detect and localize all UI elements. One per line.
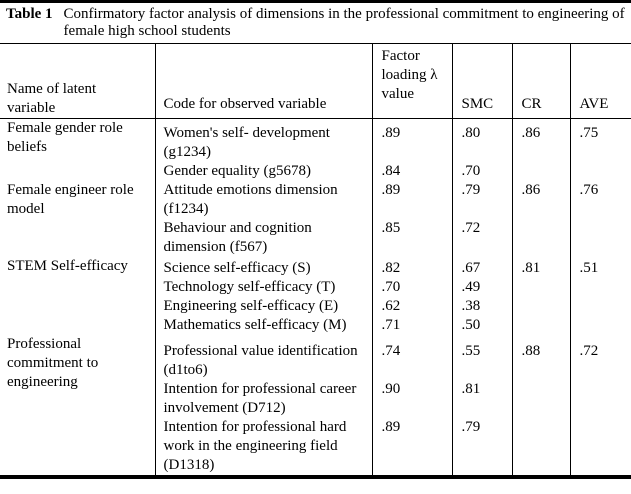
loading-value: .84 xyxy=(371,162,452,181)
smc-value: .79 xyxy=(451,181,512,219)
observed-cell: Professional value identification (d1to6… xyxy=(154,335,372,380)
table-number: Table 1 xyxy=(6,6,53,22)
cr-value: .86 xyxy=(511,181,570,219)
smc-value: .81 xyxy=(451,380,512,418)
latent-cell: Female gender role beliefs xyxy=(7,120,123,155)
header-latent-variable: Name of latent variable xyxy=(0,43,155,119)
observed-cell: Technology self-efficacy (T) xyxy=(154,278,372,297)
loading-value: .85 xyxy=(371,219,452,257)
loading-value: .70 xyxy=(371,278,452,297)
table-row: Engineering self-efficacy (E) .62 .38 xyxy=(0,297,631,316)
cr-value xyxy=(511,278,570,297)
ave-value xyxy=(569,162,631,181)
ave-value xyxy=(569,297,631,316)
loading-value: .74 xyxy=(371,335,452,380)
table-row: Technology self-efficacy (T) .70 .49 xyxy=(0,278,631,297)
smc-value: .72 xyxy=(451,219,512,257)
table-caption: Table 1 Confirmatory factor analysis of … xyxy=(0,3,631,43)
cr-value xyxy=(511,297,570,316)
ave-value xyxy=(569,380,631,418)
loading-value: .62 xyxy=(371,297,452,316)
observed-cell: Mathematics self-efficacy (M) xyxy=(154,316,372,335)
smc-value: .49 xyxy=(451,278,512,297)
latent-cell: Female engineer role model xyxy=(7,182,134,217)
ave-value: .51 xyxy=(569,257,631,278)
header-cr: CR xyxy=(511,43,570,119)
table-row: Behaviour and cognition dimension (f567)… xyxy=(0,219,631,257)
table-top-rule xyxy=(0,0,631,3)
header-factor-loading: Factor loading λ value xyxy=(371,43,452,119)
cfa-table: Name of latent variable Code for observe… xyxy=(0,43,631,479)
table-row: Mathematics self-efficacy (M) .71 .50 xyxy=(0,316,631,335)
ave-value xyxy=(569,278,631,297)
observed-cell: Women's self- development (g1234) xyxy=(154,118,372,162)
table-row: Intention for professional career involv… xyxy=(0,380,631,418)
smc-value: .80 xyxy=(451,118,512,162)
table-row: Professional commitment to engineering P… xyxy=(0,335,631,390)
smc-value: .79 xyxy=(451,418,512,477)
ave-value xyxy=(569,219,631,257)
ave-value xyxy=(569,418,631,477)
table-title: Confirmatory factor analysis of dimensio… xyxy=(63,6,625,39)
observed-cell: Attitude emotions dimension (f1234) xyxy=(154,181,372,219)
header-observed-variable: Code for observed variable xyxy=(154,43,372,119)
ave-value: .75 xyxy=(569,118,631,162)
loading-value: .89 xyxy=(371,418,452,477)
latent-cell: Professional commitment to engineering xyxy=(7,336,99,390)
table-row: Female gender role beliefs Women's self-… xyxy=(0,118,631,162)
cr-value xyxy=(511,380,570,418)
cr-value: .81 xyxy=(511,257,570,278)
observed-cell: Engineering self-efficacy (E) xyxy=(154,297,372,316)
table-row: Female engineer role model Attitude emot… xyxy=(0,181,631,219)
loading-value: .89 xyxy=(371,118,452,162)
smc-value: .55 xyxy=(451,335,512,380)
loading-value: .90 xyxy=(371,380,452,418)
smc-value: .50 xyxy=(451,316,512,335)
cr-value xyxy=(511,418,570,477)
cr-value xyxy=(511,162,570,181)
loading-value: .89 xyxy=(371,181,452,219)
table-row: Gender equality (g5678) .84 .70 xyxy=(0,162,631,181)
observed-cell: Gender equality (g5678) xyxy=(154,162,372,181)
loading-value: .71 xyxy=(371,316,452,335)
observed-cell: Intention for professional hard work in … xyxy=(154,418,372,477)
table-row: STEM Self-efficacy Science self-efficacy… xyxy=(0,257,631,278)
cr-value xyxy=(511,219,570,257)
ave-value xyxy=(569,316,631,335)
observed-cell: Intention for professional career involv… xyxy=(154,380,372,418)
header-smc: SMC xyxy=(451,43,512,119)
observed-cell: Behaviour and cognition dimension (f567) xyxy=(154,219,372,257)
table-header-row: Name of latent variable Code for observe… xyxy=(0,43,631,119)
smc-value: .38 xyxy=(451,297,512,316)
observed-cell: Science self-efficacy (S) xyxy=(154,257,372,278)
smc-value: .67 xyxy=(451,257,512,278)
cr-value xyxy=(511,316,570,335)
ave-value: .72 xyxy=(569,335,631,380)
cr-value: .86 xyxy=(511,118,570,162)
table-row: Intention for professional hard work in … xyxy=(0,418,631,477)
ave-value: .76 xyxy=(569,181,631,219)
cr-value: .88 xyxy=(511,335,570,380)
smc-value: .70 xyxy=(451,162,512,181)
latent-cell: STEM Self-efficacy xyxy=(7,258,128,274)
header-ave: AVE xyxy=(569,43,631,119)
loading-value: .82 xyxy=(371,257,452,278)
